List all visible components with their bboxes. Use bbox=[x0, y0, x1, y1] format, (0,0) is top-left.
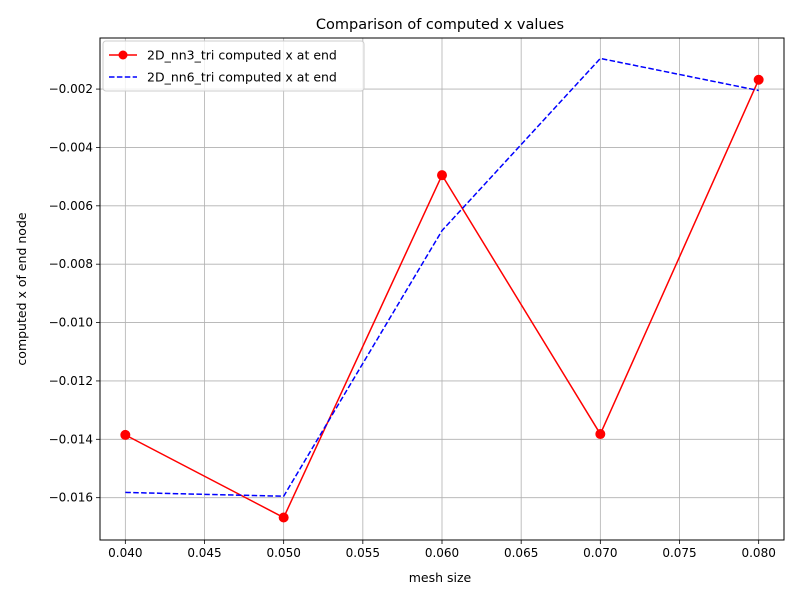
legend-label-2: 2D_nn6_tri computed x at end bbox=[147, 70, 337, 85]
legend-marker-1 bbox=[118, 50, 128, 60]
y-tick-label: −0.004 bbox=[49, 140, 93, 154]
series-1-point bbox=[437, 170, 447, 181]
x-tick-label: 0.055 bbox=[346, 546, 380, 560]
axis-ticks: 0.040 0.045 0.050 0.055 0.060 0.065 0.070 0.075… bbox=[49, 82, 776, 560]
series-line-2 bbox=[125, 57, 759, 497]
chart-title: Comparison of computed x values bbox=[316, 17, 564, 33]
x-tick-label: 0.040 bbox=[108, 546, 142, 560]
series-1-point bbox=[278, 512, 289, 523]
y-tick-label: −0.002 bbox=[49, 82, 93, 96]
x-tick-label: 0.080 bbox=[741, 546, 775, 560]
grid bbox=[100, 38, 784, 540]
y-tick-label: −0.008 bbox=[49, 257, 93, 271]
y-tick-label: −0.014 bbox=[49, 432, 93, 446]
y-tick-label: −0.012 bbox=[49, 374, 93, 388]
y-tick-label: −0.006 bbox=[49, 199, 93, 213]
x-tick-label: 0.050 bbox=[266, 546, 300, 560]
x-tick-label: 0.065 bbox=[504, 546, 538, 560]
y-tick-label: −0.010 bbox=[49, 316, 93, 330]
series-layer bbox=[120, 57, 764, 523]
series-1-point bbox=[595, 429, 606, 440]
legend-box bbox=[102, 40, 365, 92]
y-tick-label: −0.016 bbox=[49, 491, 93, 505]
x-tick-label: 0.070 bbox=[583, 546, 617, 560]
series-1-point bbox=[753, 74, 764, 85]
x-tick-label: 0.075 bbox=[662, 546, 696, 560]
y-axis-label: computed x of end node bbox=[14, 212, 29, 365]
legend: 2D_nn3_tri computed x at end 2D_nn6_tri c… bbox=[102, 40, 365, 92]
legend-label-1: 2D_nn3_tri computed x at end bbox=[147, 48, 337, 63]
x-axis-label: mesh size bbox=[409, 570, 472, 585]
x-tick-label: 0.060 bbox=[425, 546, 459, 560]
x-tick-label: 0.045 bbox=[187, 546, 221, 560]
series-1-point bbox=[120, 429, 131, 440]
